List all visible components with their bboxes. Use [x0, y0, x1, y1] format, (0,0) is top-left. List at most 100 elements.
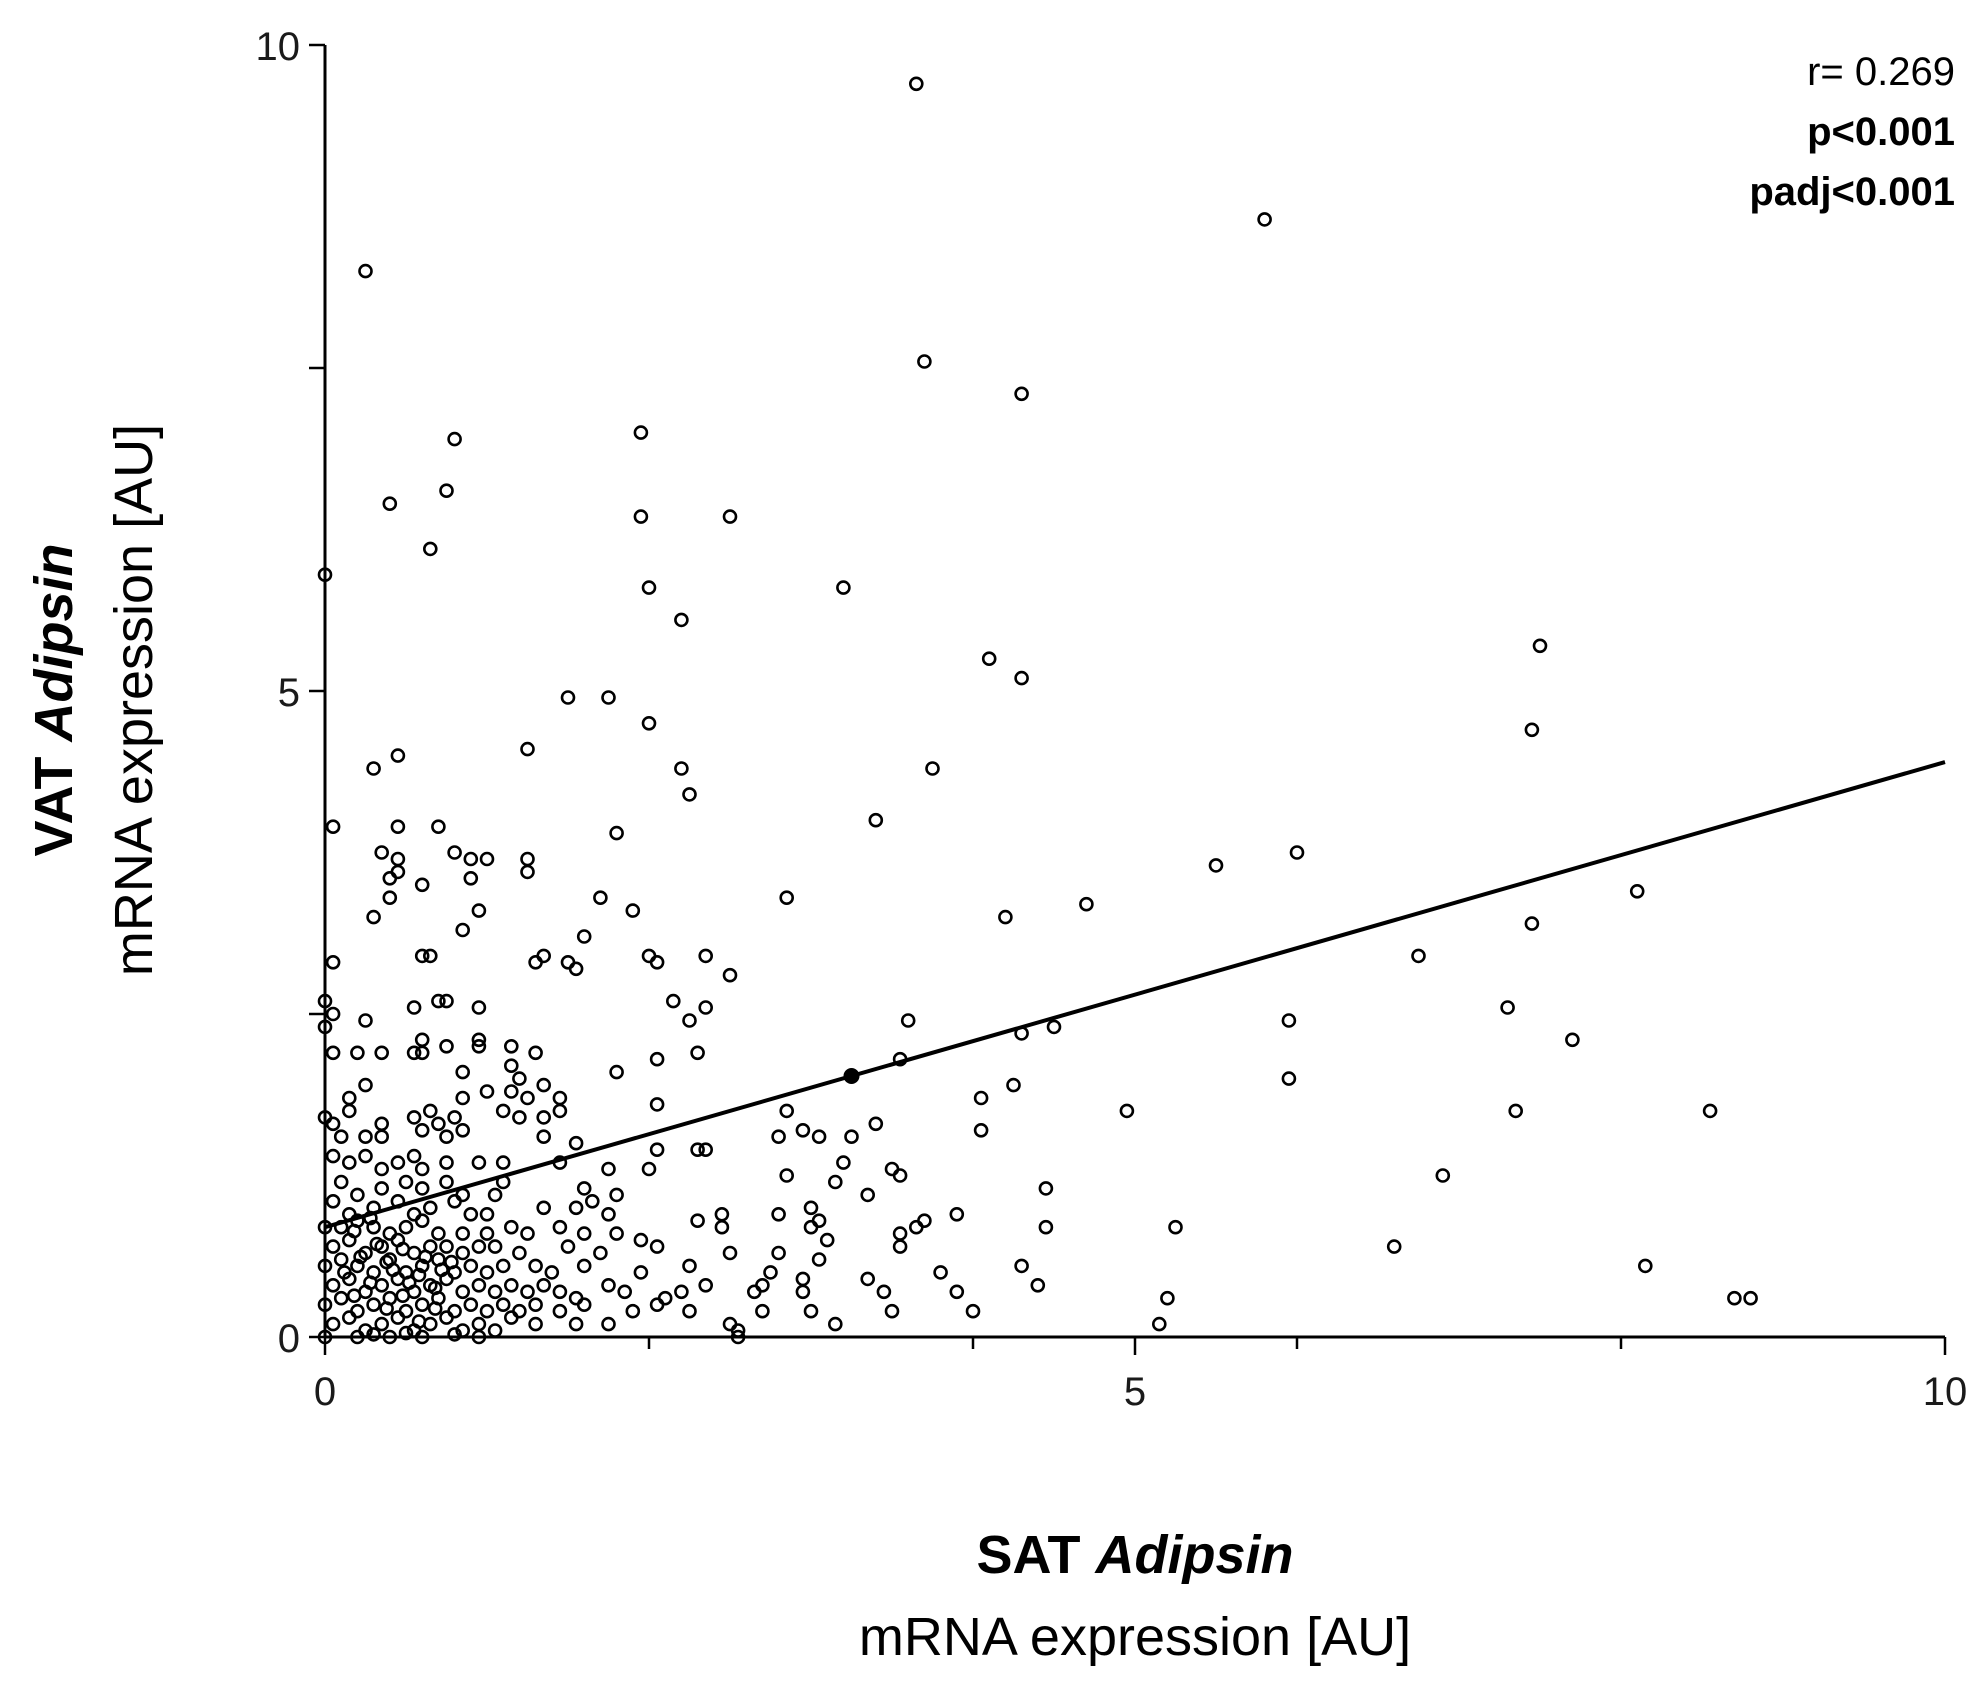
- scatter-point: [358, 1077, 373, 1093]
- scatter-point: [1160, 1290, 1175, 1306]
- scatter-point: [390, 1310, 406, 1325]
- scatter-point: [1014, 670, 1029, 686]
- scatter-point: [1119, 1103, 1135, 1119]
- scatter-point: [512, 1110, 527, 1125]
- scatter-point: [536, 1110, 552, 1125]
- scatter-point: [422, 541, 438, 557]
- scatter-point: [520, 1090, 535, 1106]
- scatter-point: [503, 1084, 519, 1099]
- scatter-point: [763, 1265, 778, 1280]
- scatter-point: [568, 1200, 584, 1216]
- scatter-point: [463, 1258, 479, 1274]
- scatter-point: [325, 1239, 341, 1254]
- scatter-point: [374, 1181, 390, 1196]
- scatter-point: [439, 1155, 454, 1170]
- scatter-point: [325, 954, 341, 970]
- scatter-point: [395, 1241, 411, 1257]
- scatter-point: [455, 1226, 471, 1241]
- scatter-point: [803, 1200, 819, 1216]
- scatter-point: [633, 509, 649, 524]
- scatter-point: [374, 1045, 390, 1061]
- scatter-point: [418, 1249, 433, 1265]
- scatter-point: [917, 354, 932, 369]
- scatter-point: [325, 1316, 341, 1332]
- scatter-point: [601, 1161, 616, 1177]
- scatter-point: [471, 1039, 487, 1054]
- scatter-point: [406, 1000, 422, 1015]
- scatter-point: [860, 1187, 876, 1203]
- scatter-point: [908, 76, 924, 92]
- scatter-point: [398, 1219, 414, 1235]
- scatter-point: [536, 1129, 552, 1144]
- scatter-point: [471, 1239, 487, 1254]
- scatter-point: [536, 1278, 552, 1293]
- scatter-point: [811, 1252, 827, 1267]
- scatter-point: [576, 1297, 592, 1312]
- scatter-point: [593, 890, 608, 906]
- scatter-point: [503, 1278, 519, 1293]
- scatter-point: [411, 1314, 427, 1329]
- scatter-point: [657, 1290, 673, 1306]
- scatter-point: [395, 1288, 411, 1303]
- scatter-point: [414, 1213, 430, 1228]
- scatter-point: [625, 903, 641, 918]
- scatter-point: [674, 612, 689, 628]
- scatter-point: [363, 1275, 378, 1290]
- scatter-point: [455, 1123, 471, 1138]
- scatter-point: [374, 1161, 390, 1177]
- scatter-point: [633, 1265, 649, 1280]
- scatter-point: [552, 1090, 568, 1106]
- scatter-point: [827, 1316, 843, 1332]
- scatter-point: [358, 1129, 373, 1144]
- scatter-point: [746, 1284, 762, 1300]
- scatter-point: [350, 1258, 365, 1274]
- scatter-point: [795, 1271, 811, 1287]
- scatter-point: [779, 1168, 795, 1183]
- scatter-point: [495, 1103, 511, 1119]
- scatter-point: [949, 1284, 965, 1300]
- scatter-point: [568, 961, 584, 977]
- scatter-point: [1038, 1181, 1054, 1196]
- scatter-point: [576, 929, 592, 944]
- scatter-point: [641, 948, 657, 964]
- scatter-point: [576, 1258, 592, 1274]
- scatter-point: [479, 1207, 495, 1222]
- scatter-point: [836, 580, 851, 595]
- scatter-point: [512, 1245, 527, 1261]
- y-axis-subtitle: mRNA expression [AU]: [104, 424, 164, 976]
- scatter-point: [892, 1168, 908, 1183]
- scatter-point: [463, 1207, 479, 1222]
- scatter-point: [414, 877, 430, 893]
- scatter-point: [379, 1301, 394, 1316]
- scatter-point: [325, 1116, 341, 1132]
- scatter-point: [649, 1239, 665, 1254]
- scatter-point: [674, 761, 689, 776]
- scatter-point: [390, 864, 406, 880]
- scatter-point: [439, 1239, 454, 1254]
- scatter-point: [341, 1310, 357, 1325]
- stat-r: r= 0.269: [1807, 50, 1955, 94]
- scatter-point: [471, 1278, 487, 1293]
- scatter-point: [1524, 722, 1540, 738]
- scatter-point: [560, 690, 576, 705]
- scatter-point: [1281, 1013, 1297, 1028]
- points-layer: [317, 76, 1758, 1345]
- scatter-point: [722, 967, 738, 983]
- scatter-point: [463, 870, 479, 886]
- scatter-point: [358, 1148, 373, 1164]
- scatter-point: [1524, 916, 1540, 931]
- scatter-point: [390, 748, 406, 763]
- scatter-point: [1281, 1071, 1297, 1086]
- scatter-point: [398, 1303, 414, 1319]
- scatter-point: [698, 1000, 714, 1015]
- scatter-point: [1638, 1258, 1653, 1274]
- scatter-point: [471, 1000, 487, 1015]
- scatter-point: [1508, 1103, 1523, 1119]
- scatter-point: [917, 1213, 932, 1228]
- scatter-point: [398, 1325, 414, 1341]
- scatter-point: [1727, 1290, 1742, 1306]
- scatter-point: [892, 1226, 908, 1241]
- scatter-point: [1257, 212, 1272, 227]
- scatter-point: [884, 1161, 900, 1177]
- scatter-point: [346, 1288, 362, 1303]
